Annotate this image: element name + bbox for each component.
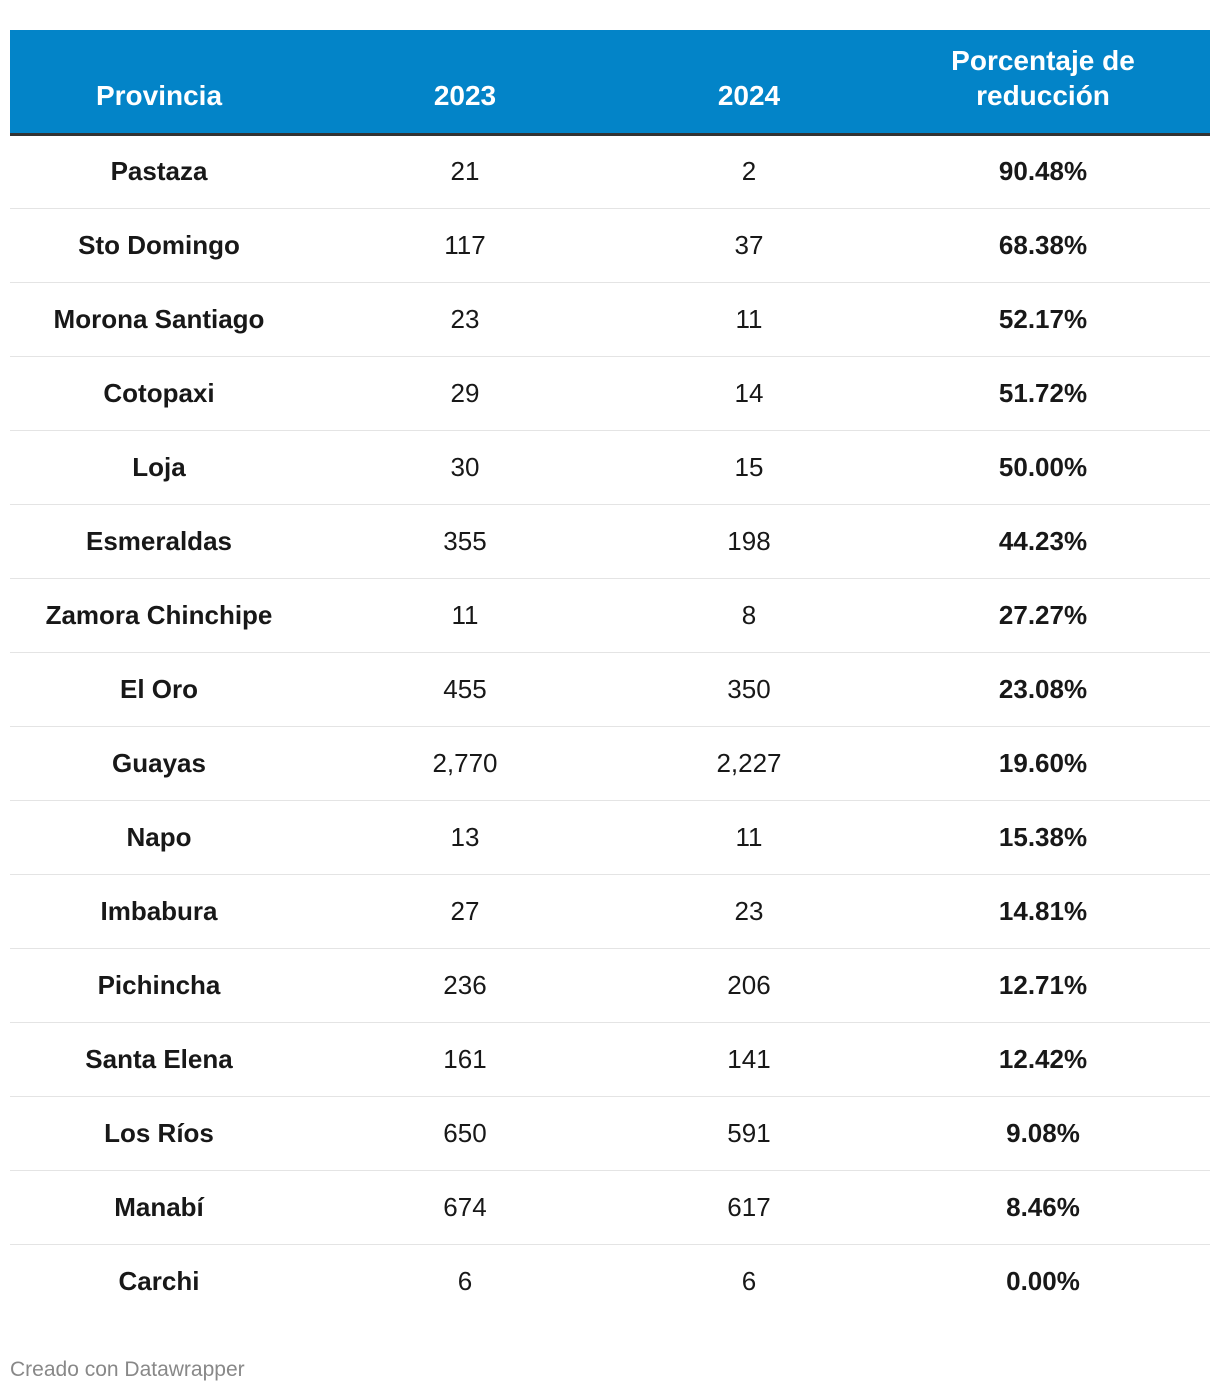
- table-row: Napo 13 11 15.38%: [10, 800, 1210, 875]
- column-header-2024[interactable]: 2024: [622, 30, 876, 136]
- cell-2023: 23: [308, 282, 622, 357]
- cell-provincia: Loja: [10, 430, 308, 505]
- cell-provincia: Cotopaxi: [10, 356, 308, 431]
- cell-porcentaje-reduccion: 51.72%: [876, 356, 1210, 431]
- cell-2023: 11: [308, 578, 622, 653]
- table-row: Loja 30 15 50.00%: [10, 430, 1210, 505]
- cell-porcentaje-reduccion: 90.48%: [876, 134, 1210, 209]
- cell-2024: 8: [622, 578, 876, 653]
- cell-2024: 591: [622, 1096, 876, 1171]
- cell-2023: 674: [308, 1170, 622, 1245]
- table-row: Carchi 6 6 0.00%: [10, 1244, 1210, 1318]
- cell-2024: 11: [622, 282, 876, 357]
- cell-porcentaje-reduccion: 9.08%: [876, 1096, 1210, 1171]
- cell-2023: 355: [308, 504, 622, 579]
- cell-provincia: Napo: [10, 800, 308, 875]
- cell-provincia: Guayas: [10, 726, 308, 801]
- cell-2023: 30: [308, 430, 622, 505]
- cell-provincia: Imbabura: [10, 874, 308, 949]
- table-row: Santa Elena 161 141 12.42%: [10, 1022, 1210, 1097]
- cell-provincia: El Oro: [10, 652, 308, 727]
- cell-2024: 206: [622, 948, 876, 1023]
- column-header-provincia[interactable]: Provincia: [10, 30, 308, 136]
- table-row: Guayas 2,770 2,227 19.60%: [10, 726, 1210, 801]
- cell-2024: 6: [741, 1265, 757, 1296]
- cell-provincia: Morona Santiago: [10, 282, 308, 357]
- table-row: Esmeraldas 355 198 44.23%: [10, 504, 1210, 579]
- table-row: Los Ríos 650 591 9.08%: [10, 1096, 1210, 1171]
- cell-porcentaje-reduccion: 14.81%: [876, 874, 1210, 949]
- cell-2023: 236: [308, 948, 622, 1023]
- cell-provincia: Sto Domingo: [10, 208, 308, 283]
- cell-2024: 198: [622, 504, 876, 579]
- cell-porcentaje-reduccion: 44.23%: [876, 504, 1210, 579]
- cell-2023: 650: [308, 1096, 622, 1171]
- cell-porcentaje-reduccion: 0.00%: [1006, 1265, 1080, 1296]
- cell-provincia: Esmeraldas: [10, 504, 308, 579]
- table-body: Pastaza 21 2 90.48% Sto Domingo 117 37 68.38% Mo…: [10, 134, 1210, 1318]
- cell-provincia: Carchi: [118, 1265, 200, 1296]
- table-row: El Oro 455 350 23.08%: [10, 652, 1210, 727]
- datawrapper-credit: Creado con Datawrapper: [10, 1358, 245, 1381]
- cell-2023: 6: [457, 1265, 473, 1296]
- table-row: Morona Santiago 23 11 52.17%: [10, 282, 1210, 357]
- header-row: Provincia 2023 2024 Porcentaje de reducc…: [10, 30, 1210, 136]
- table-row: Zamora Chinchipe 11 8 27.27%: [10, 578, 1210, 653]
- cell-porcentaje-reduccion: 8.46%: [876, 1170, 1210, 1245]
- cell-porcentaje-reduccion: 23.08%: [876, 652, 1210, 727]
- table-row: Pichincha 236 206 12.71%: [10, 948, 1210, 1023]
- cell-2023: 21: [308, 134, 622, 209]
- cell-2023: 29: [308, 356, 622, 431]
- cell-provincia: Pichincha: [10, 948, 308, 1023]
- cell-porcentaje-reduccion: 12.71%: [876, 948, 1210, 1023]
- cell-2023: 117: [308, 208, 622, 283]
- cell-2024: 2: [622, 134, 876, 209]
- column-header-porcentaje[interactable]: Porcentaje de reducción: [876, 30, 1210, 136]
- cell-porcentaje-reduccion: 27.27%: [876, 578, 1210, 653]
- cell-2024: 37: [622, 208, 876, 283]
- cell-provincia: Pastaza: [10, 134, 308, 209]
- cell-2023: 455: [308, 652, 622, 727]
- table-header: Provincia 2023 2024 Porcentaje de reducc…: [10, 30, 1210, 136]
- cell-porcentaje-reduccion: 52.17%: [876, 282, 1210, 357]
- cell-2023: 161: [308, 1022, 622, 1097]
- cell-provincia: Manabí: [10, 1170, 308, 1245]
- cell-2023: 2,770: [308, 726, 622, 801]
- table-row: Cotopaxi 29 14 51.72%: [10, 356, 1210, 431]
- column-header-2023[interactable]: 2023: [308, 30, 622, 136]
- cell-provincia: Santa Elena: [10, 1022, 308, 1097]
- cell-2024: 11: [622, 800, 876, 875]
- cell-porcentaje-reduccion: 50.00%: [876, 430, 1210, 505]
- data-table: Provincia 2023 2024 Porcentaje de reducc…: [10, 30, 1210, 1318]
- table-row: Pastaza 21 2 90.48%: [10, 134, 1210, 209]
- cell-2023: 13: [308, 800, 622, 875]
- cell-2024: 15: [622, 430, 876, 505]
- cell-2024: 23: [622, 874, 876, 949]
- table-row: Imbabura 27 23 14.81%: [10, 874, 1210, 949]
- cell-provincia: Zamora Chinchipe: [10, 578, 308, 653]
- cell-provincia: Los Ríos: [10, 1096, 308, 1171]
- data-table-container: Provincia 2023 2024 Porcentaje de reducc…: [10, 30, 1210, 1318]
- cell-porcentaje-reduccion: 19.60%: [876, 726, 1210, 801]
- table-row: Sto Domingo 117 37 68.38%: [10, 208, 1210, 283]
- cell-2024: 350: [622, 652, 876, 727]
- table-row: Manabí 674 617 8.46%: [10, 1170, 1210, 1245]
- cell-2024: 617: [622, 1170, 876, 1245]
- cell-2024: 2,227: [622, 726, 876, 801]
- cell-2023: 27: [308, 874, 622, 949]
- cell-2024: 14: [622, 356, 876, 431]
- cell-porcentaje-reduccion: 15.38%: [876, 800, 1210, 875]
- cell-2024: 141: [622, 1022, 876, 1097]
- cell-porcentaje-reduccion: 68.38%: [876, 208, 1210, 283]
- cell-porcentaje-reduccion: 12.42%: [876, 1022, 1210, 1097]
